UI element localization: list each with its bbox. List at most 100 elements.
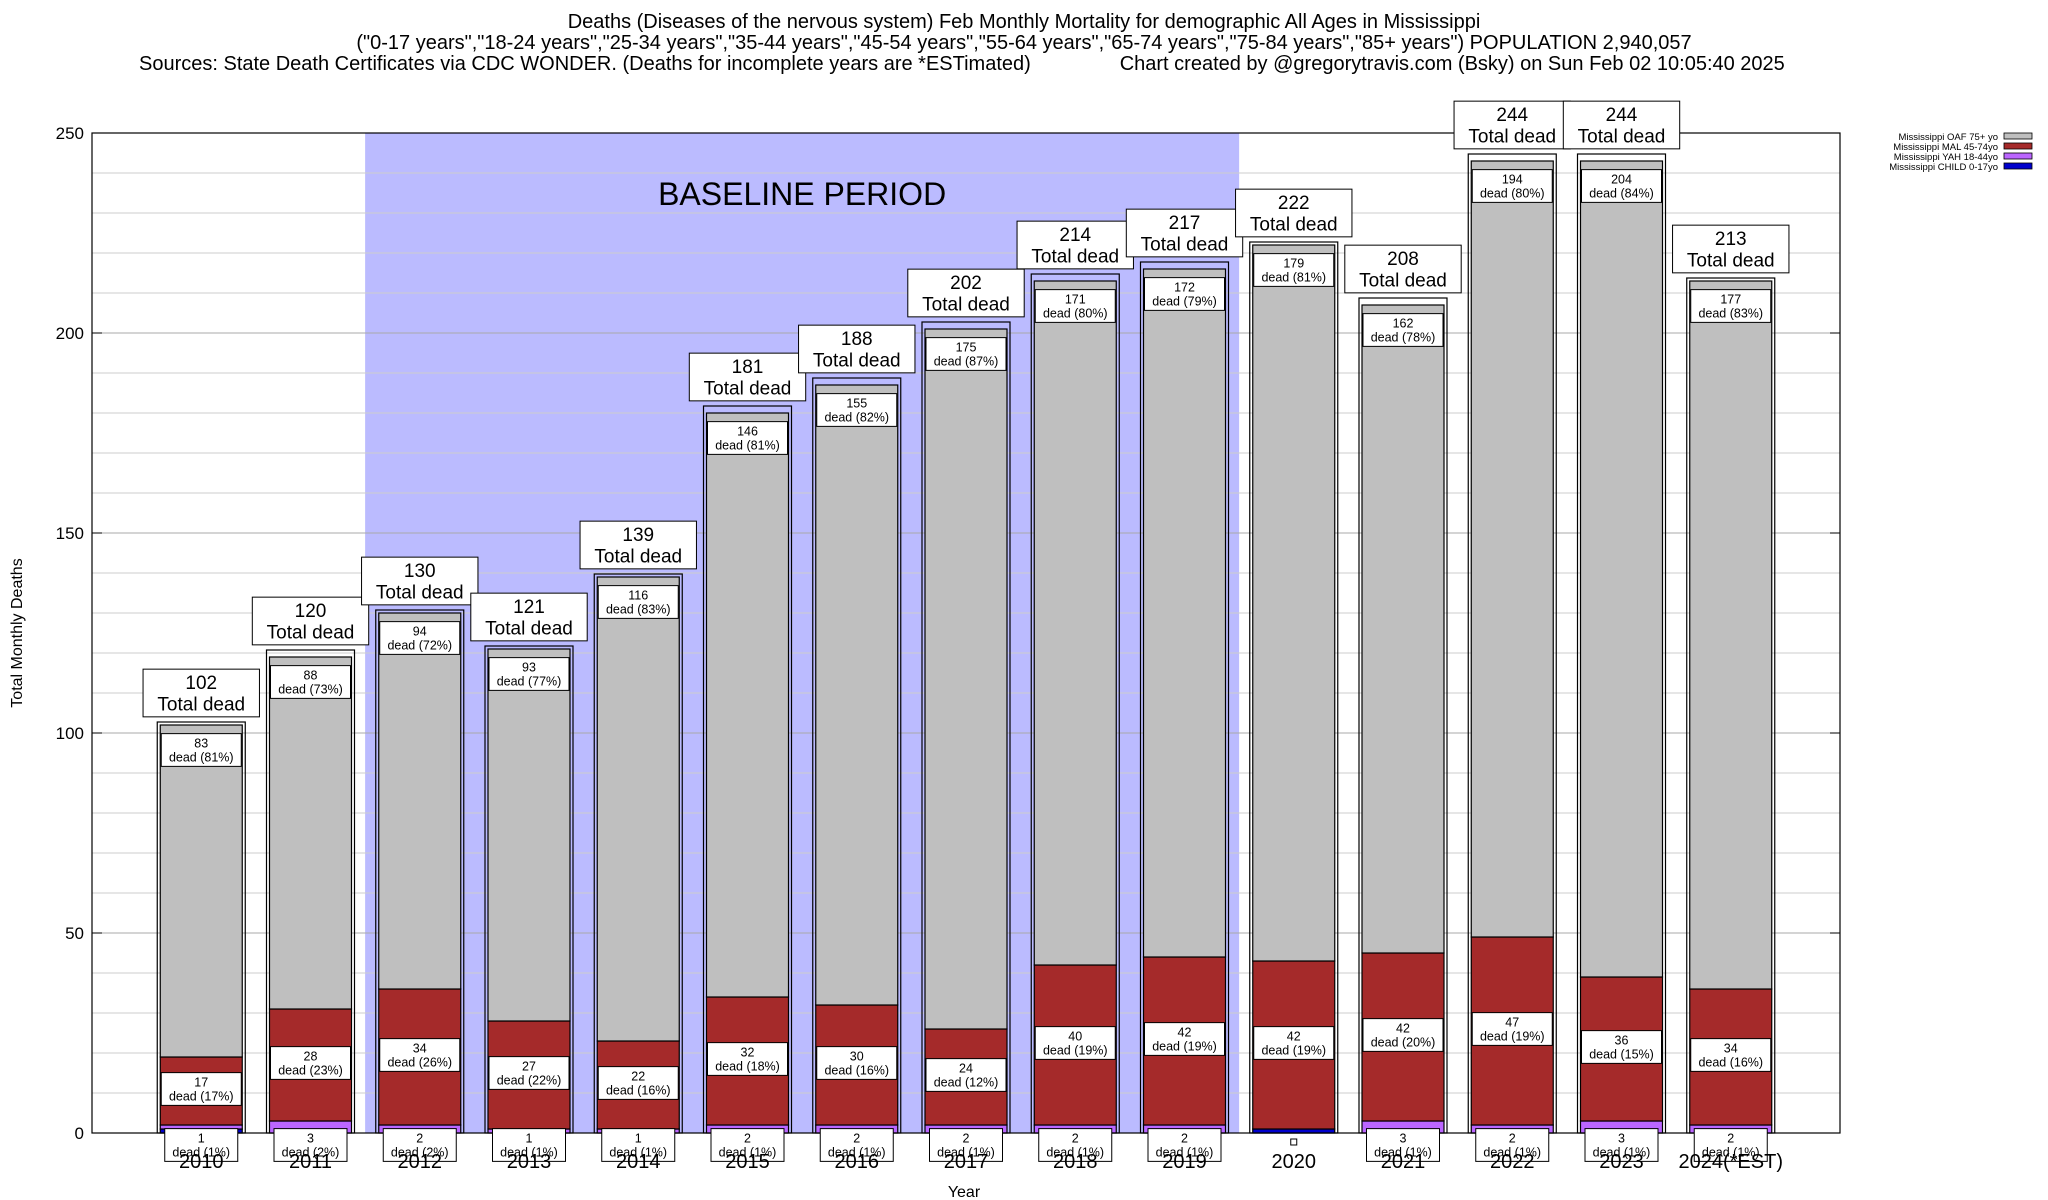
- segment-label-yah-text: 2: [1072, 1131, 1079, 1145]
- segment-label-yah-text: 2: [1509, 1131, 1516, 1145]
- bar-segment-oaf: [159, 724, 243, 1058]
- total-label-text: 130: [404, 561, 436, 582]
- x-tick-label: 2024(*EST): [1679, 1151, 1784, 1173]
- total-label-box: [1672, 224, 1790, 274]
- segment-label-yah-box: [273, 1128, 348, 1162]
- segment-label-mal-box: [707, 1042, 788, 1076]
- segment-label-oaf-text: 94: [413, 624, 427, 638]
- segment-label-oaf-box: [1034, 289, 1116, 323]
- total-label-text: Total dead: [704, 379, 792, 400]
- total-label-text: 202: [950, 273, 982, 294]
- bar-segment-oaf: [1033, 280, 1117, 966]
- segment-label-yah-box: [1693, 1128, 1768, 1162]
- total-label-box: [470, 592, 588, 642]
- segment-label-yah-text: dead (1%): [1593, 1146, 1651, 1160]
- segment-label-oaf-text: dead (72%): [387, 639, 452, 653]
- segment-label-mal-text: dead (12%): [934, 1076, 999, 1090]
- segment-label-oaf-text: 194: [1502, 172, 1523, 186]
- total-label-box: [798, 324, 916, 374]
- segment-label-oaf-box: [1253, 253, 1335, 287]
- bar-segment-oaf: [487, 648, 571, 1022]
- total-label-text: 139: [622, 525, 654, 546]
- chart-title: Deaths (Diseases of the nervous system) …: [567, 11, 1481, 33]
- segment-label-yah-text: dead (1%): [828, 1146, 886, 1160]
- total-label-text: Total dead: [157, 695, 245, 716]
- segment-label-yah-text: 3: [1400, 1131, 1407, 1145]
- bar-segment-oaf: [596, 576, 680, 1042]
- segment-label-yah-box: [1147, 1128, 1222, 1162]
- segment-label-oaf-box: [379, 621, 461, 655]
- segment-label-yah-box: [929, 1128, 1003, 1162]
- x-tick-label: 2013: [507, 1151, 552, 1173]
- total-label-text: Total dead: [1578, 127, 1666, 148]
- total-label-box: [142, 668, 260, 718]
- y-tick-label: 200: [56, 324, 84, 343]
- total-label-box: [1235, 188, 1353, 238]
- segment-label-mal-text: 40: [1068, 1029, 1082, 1043]
- segment-label-mal-text: dead (19%): [1043, 1044, 1108, 1058]
- segment-label-mal-box: [1690, 1038, 1772, 1072]
- segment-label-oaf-text: 83: [194, 736, 208, 750]
- segment-label-oaf-text: 171: [1065, 292, 1086, 306]
- legend-label: Mississippi MAL 45-74yo: [1893, 142, 1998, 153]
- segment-label-yah-text: dead (1%): [609, 1146, 667, 1160]
- y-tick-label: 100: [56, 724, 84, 743]
- segment-label-mal-text: 28: [304, 1049, 318, 1063]
- bar-segment-oaf: [1579, 160, 1664, 978]
- segment-label-oaf-text: 162: [1393, 316, 1414, 330]
- bar-segment-oaf: [1361, 304, 1445, 954]
- segment-label-yah-text: dead (2%): [391, 1146, 449, 1160]
- x-axis-title: Year: [948, 1184, 981, 1200]
- bar-segment-oaf: [815, 384, 899, 1006]
- segment-label-mal-text: 36: [1615, 1033, 1629, 1047]
- segment-label-mal-text: 27: [522, 1059, 536, 1073]
- segment-label-oaf-text: 204: [1611, 172, 1632, 186]
- segment-label-oaf-text: dead (80%): [1043, 307, 1108, 321]
- total-label-text: Total dead: [376, 583, 464, 604]
- segment-label-yah-text: 1: [635, 1131, 642, 1145]
- segment-label-oaf-text: dead (81%): [715, 439, 780, 453]
- segment-label-mal-text: dead (16%): [1698, 1056, 1763, 1070]
- legend-swatch-child: [2003, 162, 2033, 170]
- x-tick-label: 2018: [1053, 1151, 1098, 1173]
- segment-label-mal-text: 17: [194, 1075, 208, 1089]
- segment-label-yah-text: 2: [1181, 1131, 1188, 1145]
- total-label-text: Total dead: [1468, 127, 1556, 148]
- segment-label-yah-text: 3: [1618, 1131, 1625, 1145]
- segment-label-oaf-text: dead (79%): [1152, 295, 1217, 309]
- bar-segment-oaf: [705, 412, 790, 998]
- segment-label-mal-box: [816, 1046, 898, 1080]
- x-tick-label: 2011: [289, 1151, 332, 1173]
- segment-label-mal-text: 34: [1724, 1041, 1738, 1055]
- segment-label-oaf-box: [707, 421, 788, 455]
- segment-label-oaf-box: [1144, 277, 1225, 311]
- sources-text: Sources: State Death Certificates via CD…: [139, 53, 1031, 75]
- total-label-text: 120: [295, 601, 327, 622]
- segment-label-oaf-box: [488, 657, 570, 691]
- bar-segment-oaf: [1470, 160, 1554, 938]
- total-label-text: 244: [1496, 105, 1528, 126]
- segment-label-mal-text: 32: [741, 1045, 755, 1059]
- segment-label-mal-box: [1144, 1022, 1225, 1056]
- segment-label-oaf-box: [816, 393, 898, 427]
